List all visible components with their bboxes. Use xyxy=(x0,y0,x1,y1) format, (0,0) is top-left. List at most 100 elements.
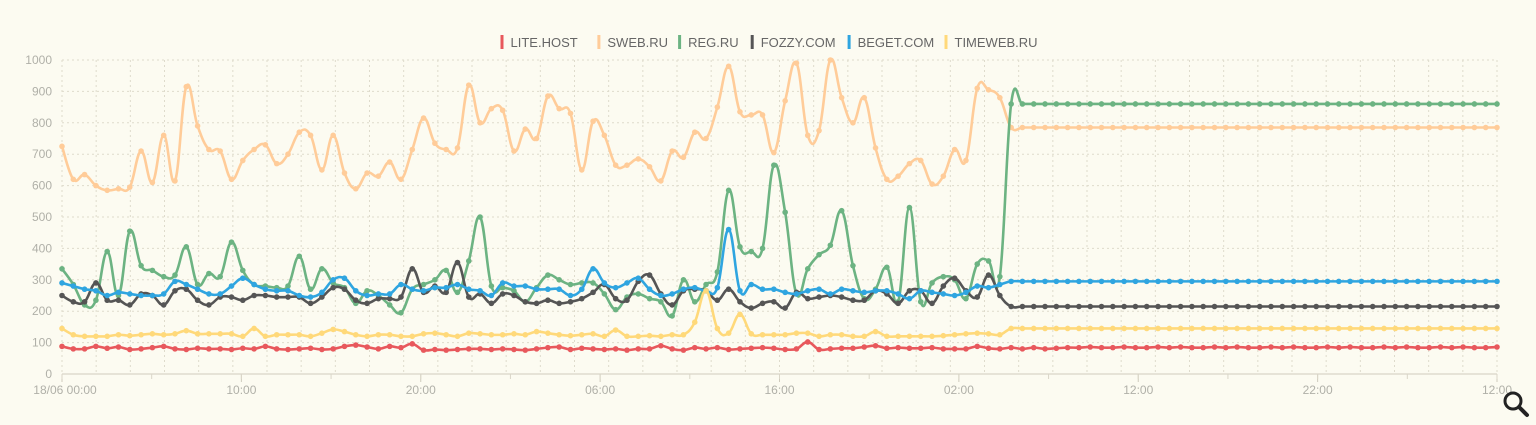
data-point xyxy=(1030,124,1037,131)
data-point xyxy=(985,284,992,291)
data-point xyxy=(1415,101,1421,107)
data-point xyxy=(1189,101,1195,107)
data-point xyxy=(217,331,223,337)
y-tick-label: 1000 xyxy=(25,53,52,67)
data-point xyxy=(341,170,348,176)
data-point xyxy=(771,298,777,305)
data-point xyxy=(93,287,99,294)
data-point xyxy=(93,280,99,286)
data-point xyxy=(917,157,924,164)
data-point xyxy=(545,286,551,293)
legend-item[interactable]: LITE.HOST xyxy=(500,35,578,50)
data-point xyxy=(1234,344,1240,350)
data-point xyxy=(1290,303,1297,310)
data-point xyxy=(296,292,303,299)
data-point xyxy=(816,294,822,300)
data-point xyxy=(1494,325,1500,332)
data-point xyxy=(567,281,574,288)
data-point xyxy=(827,346,834,352)
data-point xyxy=(1471,101,1478,107)
data-point xyxy=(1415,303,1421,310)
data-point xyxy=(1121,278,1127,285)
data-point xyxy=(1460,325,1466,332)
chart-legend[interactable]: LITE.HOST SWEB.RU REG.RU FOZZY.COM BEGET.COM… xyxy=(500,35,1038,50)
data-point xyxy=(1132,101,1139,107)
data-point xyxy=(183,83,190,90)
data-point xyxy=(104,292,110,299)
data-point xyxy=(963,331,969,337)
data-point xyxy=(1121,303,1127,310)
data-point xyxy=(974,343,981,350)
data-point xyxy=(782,98,788,104)
data-point xyxy=(522,347,529,353)
zoom-button[interactable] xyxy=(1500,388,1532,420)
data-point xyxy=(1098,124,1105,131)
data-point xyxy=(251,292,257,299)
data-point xyxy=(624,280,630,286)
data-point xyxy=(364,300,370,307)
legend-item[interactable]: TIMEWEB.RU xyxy=(944,35,1038,50)
data-point xyxy=(1256,325,1263,332)
y-axis: 0 100 200 300 400 500 600 700 800 900 1000 xyxy=(25,53,52,381)
data-point xyxy=(533,346,540,352)
data-point xyxy=(782,209,788,216)
data-point xyxy=(285,331,291,338)
data-point xyxy=(1143,101,1150,107)
data-point xyxy=(951,292,958,299)
data-point xyxy=(1019,101,1026,107)
data-point xyxy=(1064,278,1071,285)
legend-item[interactable]: REG.RU xyxy=(678,35,739,50)
data-point xyxy=(1437,303,1444,310)
data-point xyxy=(206,291,212,297)
data-point xyxy=(1426,124,1433,131)
data-point xyxy=(409,341,416,347)
data-point xyxy=(691,344,698,351)
data-point xyxy=(160,291,167,297)
data-point xyxy=(612,346,619,352)
data-point xyxy=(850,345,856,352)
data-point xyxy=(443,347,449,353)
x-tick-label: 16:00 xyxy=(764,383,794,397)
data-point xyxy=(669,331,675,338)
data-point xyxy=(1110,101,1116,107)
data-point xyxy=(1064,303,1071,310)
data-point xyxy=(1437,124,1444,131)
data-point xyxy=(1166,303,1173,310)
data-point xyxy=(285,294,291,300)
data-point xyxy=(635,291,642,297)
data-point xyxy=(1494,101,1500,107)
data-point xyxy=(194,123,201,129)
data-point xyxy=(217,273,223,280)
legend-item[interactable]: BEGET.COM xyxy=(847,35,935,50)
data-point xyxy=(1155,101,1161,107)
legend-item[interactable]: FOZZY.COM xyxy=(750,35,836,50)
data-point xyxy=(1403,303,1410,310)
data-point xyxy=(1110,124,1116,131)
data-point xyxy=(895,291,901,297)
data-point xyxy=(951,146,958,153)
legend-item[interactable]: SWEB.RU xyxy=(597,35,668,50)
data-point xyxy=(115,297,122,304)
data-point xyxy=(206,302,212,308)
data-point xyxy=(680,286,687,293)
data-point xyxy=(940,332,947,339)
data-point xyxy=(1403,101,1410,107)
data-point xyxy=(307,286,314,293)
data-point xyxy=(1460,101,1466,107)
data-point xyxy=(646,332,653,339)
data-point xyxy=(465,294,472,300)
data-point xyxy=(725,346,732,353)
data-point xyxy=(488,331,495,338)
data-point xyxy=(273,287,280,294)
data-point xyxy=(601,333,608,340)
data-point xyxy=(1211,325,1218,332)
data-point xyxy=(838,331,845,338)
data-point xyxy=(793,330,800,336)
data-point xyxy=(454,333,461,340)
data-point xyxy=(635,346,642,352)
data-point xyxy=(658,178,664,184)
data-point xyxy=(239,267,246,274)
data-point xyxy=(748,281,755,288)
data-point xyxy=(160,331,167,338)
data-point xyxy=(454,259,461,266)
